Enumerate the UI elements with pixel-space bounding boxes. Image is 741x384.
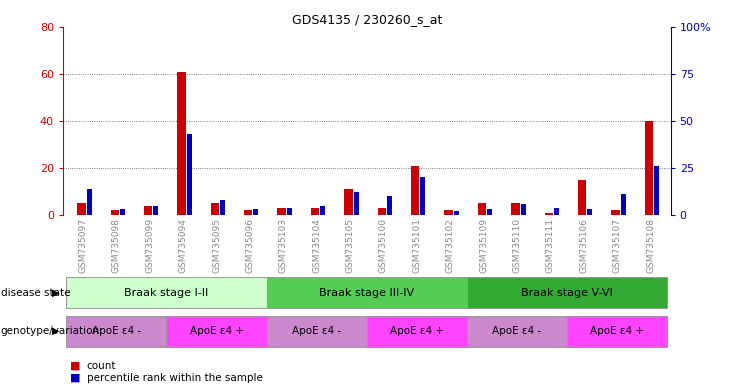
Bar: [367, 316, 467, 347]
Bar: [567, 316, 667, 347]
Text: ApoE ε4 +: ApoE ε4 +: [390, 326, 444, 336]
Bar: [387, 196, 392, 215]
Bar: [353, 192, 359, 215]
Bar: [467, 316, 567, 347]
Bar: [478, 203, 486, 215]
Text: Braak stage V-VI: Braak stage V-VI: [521, 288, 613, 298]
Bar: [545, 213, 553, 215]
Bar: [611, 210, 619, 215]
Bar: [187, 134, 192, 215]
Bar: [311, 208, 319, 215]
Text: Braak stage I-II: Braak stage I-II: [124, 288, 209, 298]
Text: ▶: ▶: [52, 326, 59, 336]
Bar: [144, 206, 153, 215]
Text: Braak stage III-IV: Braak stage III-IV: [319, 288, 414, 298]
Bar: [167, 316, 267, 347]
Bar: [110, 210, 119, 215]
Bar: [120, 209, 125, 215]
Text: ApoE ε4 +: ApoE ε4 +: [190, 326, 244, 336]
Bar: [520, 204, 525, 215]
Bar: [554, 207, 559, 215]
Bar: [153, 206, 159, 215]
Bar: [267, 277, 467, 308]
Bar: [621, 194, 625, 215]
Bar: [345, 189, 353, 215]
Bar: [588, 209, 592, 215]
Bar: [654, 166, 659, 215]
Text: genotype/variation: genotype/variation: [1, 326, 100, 336]
Bar: [244, 210, 253, 215]
Bar: [487, 209, 492, 215]
Text: percentile rank within the sample: percentile rank within the sample: [87, 373, 262, 383]
Bar: [277, 208, 286, 215]
Bar: [320, 206, 325, 215]
Bar: [467, 277, 667, 308]
Bar: [87, 189, 92, 215]
Text: ■: ■: [70, 373, 81, 383]
Bar: [253, 209, 259, 215]
Bar: [645, 121, 653, 215]
Bar: [177, 71, 186, 215]
Bar: [67, 277, 267, 308]
Bar: [511, 203, 519, 215]
Text: ApoE ε4 -: ApoE ε4 -: [292, 326, 342, 336]
Bar: [420, 177, 425, 215]
Bar: [210, 203, 219, 215]
Bar: [77, 203, 85, 215]
Bar: [287, 207, 292, 215]
Bar: [411, 166, 419, 215]
Bar: [378, 208, 386, 215]
Text: count: count: [87, 361, 116, 371]
Bar: [220, 200, 225, 215]
Text: ▶: ▶: [52, 288, 59, 298]
Text: ■: ■: [70, 361, 81, 371]
Text: disease state: disease state: [1, 288, 70, 298]
Bar: [267, 316, 367, 347]
Title: GDS4135 / 230260_s_at: GDS4135 / 230260_s_at: [292, 13, 442, 26]
Text: ApoE ε4 -: ApoE ε4 -: [493, 326, 542, 336]
Text: ApoE ε4 +: ApoE ε4 +: [590, 326, 644, 336]
Bar: [578, 180, 586, 215]
Bar: [67, 316, 167, 347]
Text: ApoE ε4 -: ApoE ε4 -: [92, 326, 141, 336]
Bar: [453, 211, 459, 215]
Bar: [445, 210, 453, 215]
